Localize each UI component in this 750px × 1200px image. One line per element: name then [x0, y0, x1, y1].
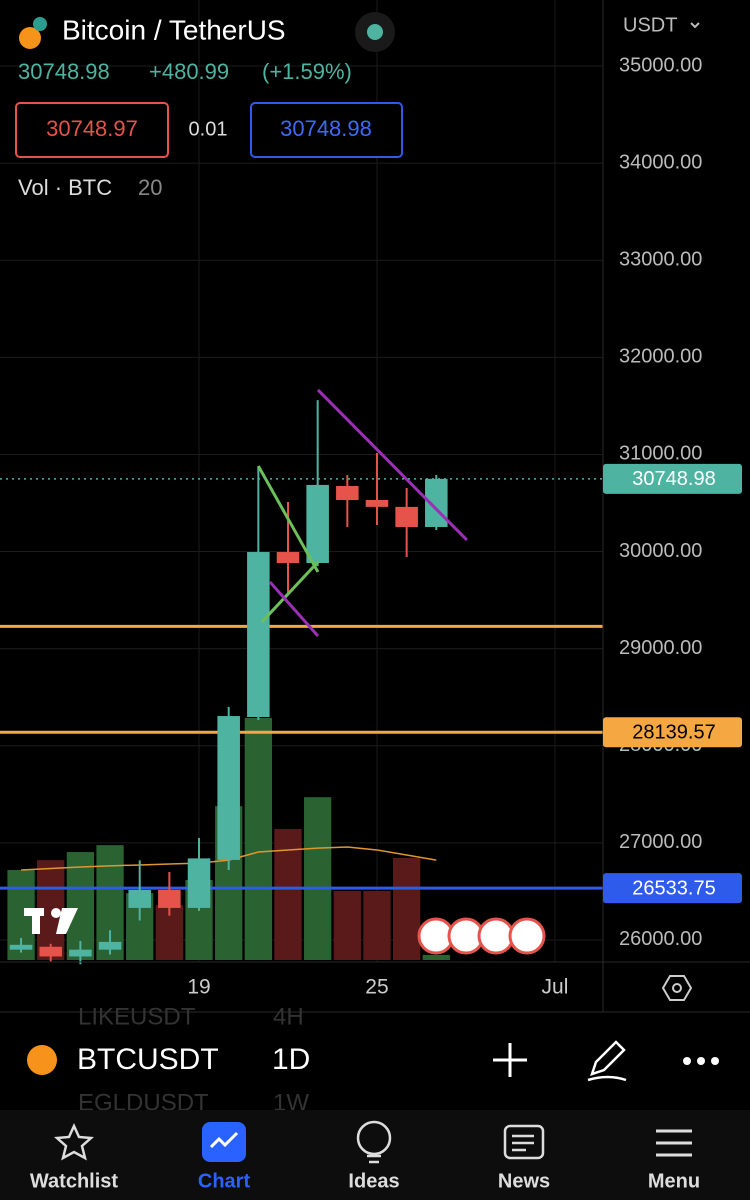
bid-price: 30748.97 [46, 116, 138, 141]
volume-bar [393, 858, 421, 960]
y-tick-label: 27000.00 [619, 831, 702, 853]
candle-body [98, 941, 122, 950]
price-change: +480.99 [149, 59, 229, 84]
price-axis: 26000.0027000.0028000.0029000.0030000.00… [187, 54, 742, 999]
candle-body [158, 889, 181, 908]
chevron [690, 22, 700, 29]
y-tick-label: 35000.00 [619, 54, 702, 76]
spread: 0.01 [189, 118, 228, 140]
tab-label[interactable]: Watchlist [30, 1170, 118, 1192]
price-line-tag [603, 873, 742, 904]
volume-pane [7, 718, 450, 960]
x-tick-label: 25 [365, 976, 388, 999]
last-price-tag [603, 463, 742, 494]
candle-body [9, 944, 33, 950]
volume-length: 20 [138, 175, 162, 200]
news-icon[interactable] [503, 1124, 545, 1160]
y-tick-label: 31000.00 [619, 443, 702, 465]
draw-button[interactable] [587, 1040, 627, 1082]
volume-bar [422, 954, 450, 960]
candle-body [336, 486, 359, 500]
price-change-pct: (+1.59%) [262, 59, 352, 84]
y-tick-label: 32000.00 [619, 346, 702, 368]
plot [0, 388, 603, 965]
chart-icon-line [209, 1131, 239, 1149]
x-tick-label: Jul [542, 976, 569, 999]
btc-icon [19, 27, 41, 49]
y-tick-label: 29000.00 [619, 637, 702, 659]
ghost-symbol: LIKEUSDT [78, 1003, 196, 1030]
interval[interactable]: 1D [272, 1043, 310, 1076]
candle-body [39, 946, 62, 957]
volume-label: Vol · BTC [18, 175, 112, 200]
candle-body [276, 552, 300, 564]
tab-label[interactable]: Chart [198, 1170, 251, 1192]
currency-selector[interactable]: USDT [623, 14, 677, 36]
watchlist-icon[interactable] [53, 1122, 95, 1161]
symbol[interactable]: BTCUSDT [77, 1043, 219, 1076]
settings-icon[interactable] [661, 975, 693, 1001]
y-tick-label: 33000.00 [619, 249, 702, 271]
tv-logo [24, 908, 78, 934]
btc-icon [27, 1045, 57, 1075]
candle-body [187, 858, 211, 908]
candle-body [217, 716, 240, 860]
tab-label[interactable]: Ideas [348, 1170, 399, 1192]
y-tick-label: 26000.00 [619, 928, 702, 950]
candle-body [395, 506, 418, 527]
volume-bar [274, 828, 302, 960]
last-price-label: 30748.98 [632, 468, 715, 490]
y-tick-label: 34000.00 [619, 151, 702, 173]
candle-body [306, 484, 329, 564]
ideas-icon-base [367, 1154, 381, 1164]
ideas-icon[interactable] [356, 1120, 392, 1156]
sell-button[interactable] [15, 102, 169, 158]
tab-label[interactable]: News [498, 1170, 550, 1192]
ask-price: 30748.98 [280, 116, 372, 141]
y-tick-label: 30000.00 [619, 540, 702, 562]
price-line-label: 26533.75 [632, 877, 715, 899]
price-line-label: 28139.57 [632, 721, 715, 743]
candle-body [69, 949, 92, 957]
candle-body [128, 889, 151, 908]
status-dot [367, 24, 383, 40]
symbol-title: Bitcoin / TetherUS [62, 14, 286, 45]
volume-bar [333, 891, 361, 960]
trend-line [268, 580, 320, 638]
menu-icon[interactable] [656, 1129, 692, 1157]
trend-line [257, 465, 320, 573]
volume-bar [363, 891, 391, 960]
trend-line [260, 560, 320, 623]
usdt-icon [33, 17, 47, 31]
price-line-tag [603, 717, 742, 748]
volume-bar [304, 797, 332, 960]
tabs: Watchlist Chart Ideas News Menu [30, 1170, 700, 1192]
more-button[interactable] [683, 1057, 719, 1065]
trend-line [316, 388, 468, 542]
last-price: 30748.98 [18, 59, 110, 84]
ghost-interval: 4H [273, 1003, 304, 1030]
buy-button[interactable] [250, 102, 403, 158]
candle-body [365, 499, 389, 507]
settings-icon-dot [672, 983, 682, 993]
candle-body [247, 552, 270, 718]
volume-bar [244, 718, 272, 960]
tab-label[interactable]: Menu [648, 1170, 700, 1192]
news-icon-lines [512, 1134, 534, 1152]
x-tick-label: 19 [187, 976, 210, 999]
add-button[interactable] [493, 1043, 527, 1077]
event-flags[interactable] [417, 917, 546, 955]
